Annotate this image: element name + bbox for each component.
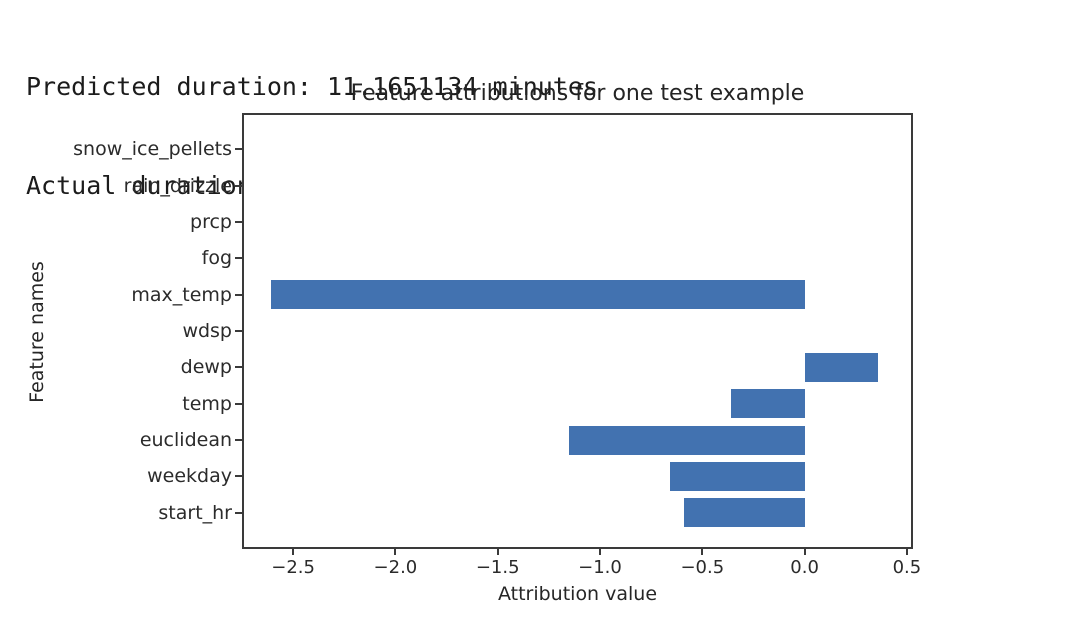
x-tick-label-0.5: 0.5 <box>892 557 922 578</box>
y-tick-fog <box>235 257 242 260</box>
bar-weekday <box>669 461 805 491</box>
y-tick-max_temp <box>235 293 242 296</box>
bar-temp <box>730 389 805 419</box>
y-tick-label-rain_drizzle: rain_drizzle <box>123 174 232 197</box>
y-tick-label-start_hr: start_hr <box>158 501 232 524</box>
x-tick-label-0.0: 0.0 <box>790 557 819 578</box>
y-tick-prcp <box>235 220 242 223</box>
x-tick-−2.5 <box>292 547 295 555</box>
y-tick-label-weekday: weekday <box>147 465 232 488</box>
x-tick-label-−0.5: −0.5 <box>680 557 725 578</box>
y-tick-rain_drizzle <box>235 184 242 187</box>
x-tick-−0.5 <box>701 547 704 555</box>
y-tick-label-dewp: dewp <box>180 356 232 379</box>
x-tick-−1.0 <box>599 547 601 555</box>
y-tick-snow_ice_pellets <box>235 148 242 151</box>
y-tick-euclidean <box>235 439 242 442</box>
bar-max_temp <box>270 280 805 310</box>
y-tick-wdsp <box>235 330 242 332</box>
x-tick-−2.0 <box>394 547 397 555</box>
x-tick-0.0 <box>803 547 806 555</box>
y-tick-label-wdsp: wdsp <box>182 320 232 342</box>
x-tick-0.5 <box>905 547 908 555</box>
x-tick-label-−2.0: −2.0 <box>373 557 418 578</box>
y-tick-dewp <box>235 366 242 369</box>
chart-title: Feature attributions for one test exampl… <box>350 81 805 106</box>
stdout-line-predicted-duration: Predicted duration: 11.1651134 minutes <box>26 72 598 101</box>
bar-start_hr <box>683 498 805 528</box>
y-tick-start_hr <box>235 511 242 514</box>
y-tick-weekday <box>235 475 242 478</box>
bar-euclidean <box>569 425 805 455</box>
y-tick-label-fog: fog <box>201 247 232 270</box>
y-tick-label-prcp: prcp <box>190 210 232 233</box>
x-tick-label-−1.5: −1.5 <box>475 557 520 578</box>
x-tick-−1.5 <box>496 547 499 555</box>
y-tick-label-snow_ice_pellets: snow_ice_pellets <box>73 138 232 161</box>
y-tick-label-max_temp: max_temp <box>131 283 232 306</box>
y-tick-label-temp: temp <box>182 392 232 415</box>
x-axis-title: Attribution value <box>497 583 658 605</box>
bar-dewp <box>804 352 879 382</box>
x-tick-label-−2.5: −2.5 <box>271 557 315 578</box>
y-tick-temp <box>235 402 242 405</box>
y-tick-label-euclidean: euclidean <box>139 429 232 452</box>
x-tick-label-−1.0: −1.0 <box>578 557 622 578</box>
